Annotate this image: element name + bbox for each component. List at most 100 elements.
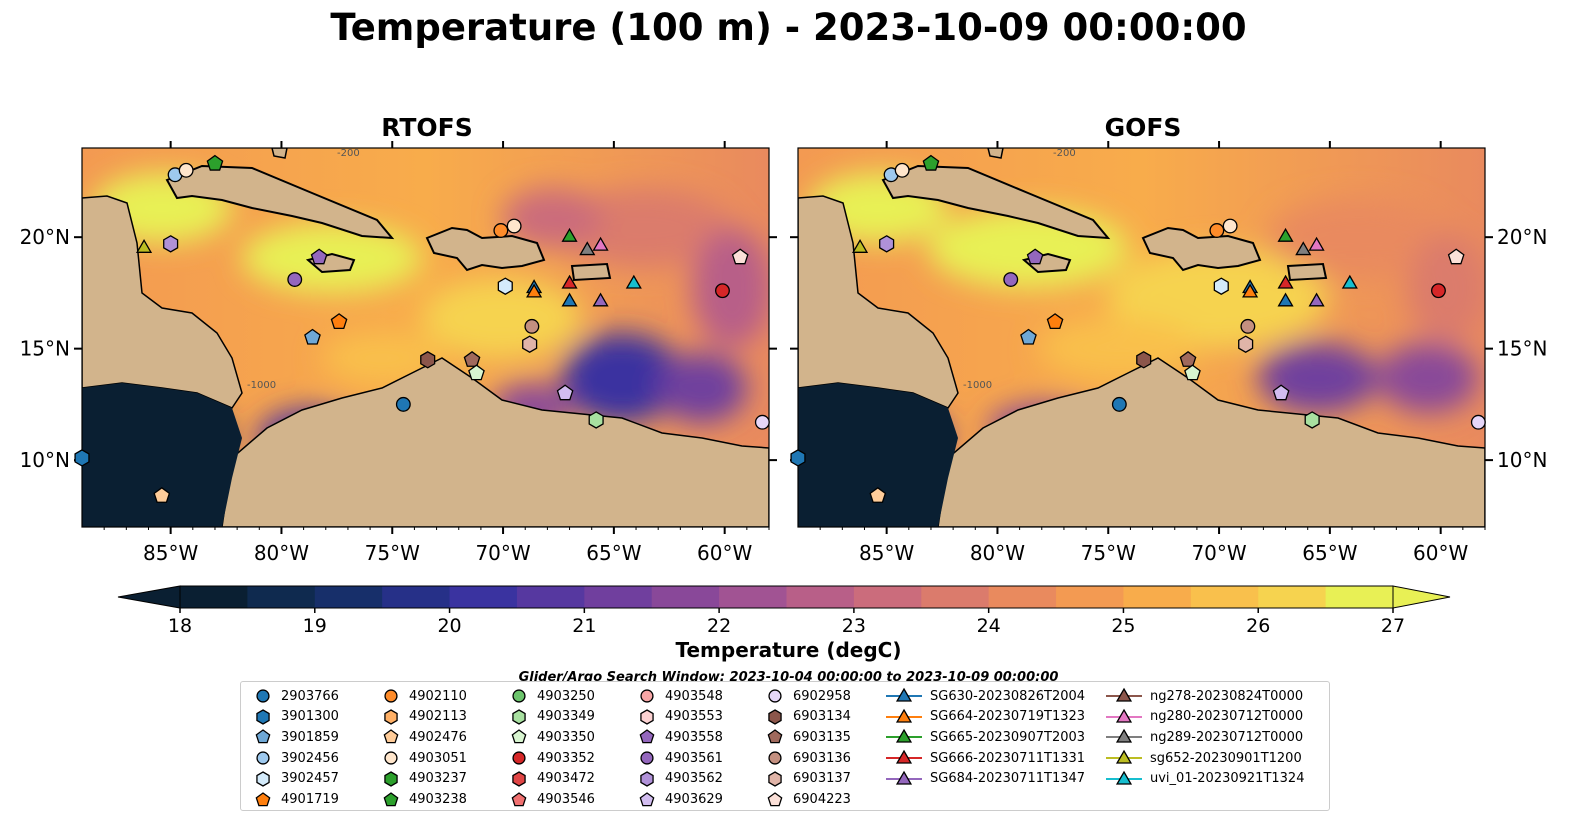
legend-label: 4903349 [537, 709, 595, 725]
legend-marker [767, 729, 783, 744]
map-marker-4903349 [588, 411, 604, 429]
map-marker-4903558 [310, 248, 328, 265]
legend-marker [383, 791, 399, 806]
legend-label: 2903766 [281, 688, 339, 704]
contour-label: -1000 [247, 380, 276, 391]
legend-entry: SG666-20230711T1331 [886, 748, 1085, 768]
legend-marker [256, 689, 270, 703]
map-marker-6903135 [463, 350, 481, 367]
legend-entry: SG665-20230907T2003 [886, 727, 1085, 747]
colorbar-segment [314, 586, 383, 608]
legend-marker-icon [886, 729, 922, 744]
legend-marker [767, 791, 783, 806]
legend-label: ng289-20230712T0000 [1150, 729, 1304, 745]
legend-marker-icon [512, 689, 526, 703]
markers-layer [74, 154, 1486, 503]
map-marker-3902457 [497, 277, 513, 295]
legend-marker [1115, 729, 1133, 744]
map-marker-SG666-20230711T1331 [561, 274, 578, 289]
legend-marker [1115, 770, 1133, 785]
legend-marker [384, 771, 398, 787]
legend-entry: 3902457 [253, 769, 339, 789]
legend-marker [512, 689, 526, 703]
colorbar-segment [786, 586, 855, 608]
legend-marker-icon [639, 791, 655, 806]
colorbar-extend-high [1392, 585, 1451, 609]
colorbar-segment [1325, 586, 1394, 608]
legend-marker-icon [639, 729, 655, 744]
legend: 2903766 3901300 3901859 3902456 3902457 49017… [240, 681, 1330, 811]
y-tick-label: 15°N [20, 337, 70, 361]
map-marker-4903629 [556, 384, 574, 401]
legend-label: SG684-20230711T1347 [930, 771, 1086, 787]
legend-marker-icon [511, 729, 527, 744]
legend-marker-icon [640, 689, 654, 703]
legend-label: 4901719 [281, 792, 339, 807]
legend-marker-icon [256, 689, 270, 703]
x-tick-label: 85°W [143, 541, 198, 565]
map-marker-SG630-20230826T2004 [561, 292, 578, 307]
legend-label: 3901300 [281, 709, 339, 725]
legend-marker [511, 791, 527, 806]
legend-marker [384, 751, 398, 765]
map-marker-SG665-20230907T2003 [561, 227, 578, 242]
legend-entry: ng289-20230712T0000 [1106, 727, 1303, 747]
legend-marker-icon [1106, 687, 1142, 702]
legend-marker-icon [768, 689, 782, 703]
map-marker-4903350 [468, 364, 485, 381]
legend-marker [255, 729, 271, 744]
x-tick-label: 80°W [970, 541, 1025, 565]
legend-entry: 4903553 [637, 707, 723, 727]
map-marker-6903136 [1240, 318, 1256, 334]
x-tick-label: 85°W [859, 541, 914, 565]
map-marker-uvi_01-20230921T1324 [625, 274, 642, 289]
map-marker-4903558 [1026, 248, 1044, 265]
map-marker-4903051 [506, 218, 522, 234]
map-marker-2903766 [1111, 396, 1127, 412]
colorbar-tick-label: 19 [303, 615, 327, 637]
legend-marker [768, 751, 782, 765]
legend-entry: 4903546 [509, 790, 595, 810]
legend-label: 4903546 [537, 792, 595, 807]
legend-marker [512, 708, 526, 725]
map-marker-4903561 [1003, 272, 1019, 287]
x-tick-label: 80°W [254, 541, 309, 565]
map-marker-4901719 [1046, 313, 1064, 330]
legend-marker-icon [640, 708, 654, 725]
y-tick-label: 20°N [1497, 225, 1547, 249]
x-tick-label: 65°W [586, 541, 641, 565]
legend-marker-icon [767, 729, 783, 744]
legend-marker-icon [1106, 770, 1142, 785]
x-tick-label: 60°W [697, 541, 752, 565]
map-marker-SG665-20230907T2003 [1277, 227, 1294, 242]
legend-marker [640, 751, 654, 765]
legend-label: ng278-20230824T0000 [1150, 688, 1304, 704]
legend-label: SG630-20230826T2004 [930, 688, 1086, 704]
legend-entry: 4903561 [637, 748, 723, 768]
map-marker-4903051 [1222, 218, 1238, 234]
legend-marker [768, 708, 782, 725]
colorbar-tick-label: 26 [1246, 615, 1270, 637]
map-marker-6903135 [1179, 350, 1197, 367]
map-marker-4903562 [163, 235, 179, 253]
colorbar-segment [449, 586, 518, 608]
legend-entry: 4903349 [509, 707, 595, 727]
legend-entry: 4901719 [253, 790, 339, 810]
legend-marker [768, 771, 782, 787]
map-marker-4903562 [879, 235, 895, 253]
contour-label: -200 [337, 148, 360, 159]
colorbar-label: Temperature (degC) [675, 638, 902, 662]
colorbar-segment [1190, 586, 1259, 608]
colorbar-tick-label: 25 [1111, 615, 1135, 637]
colorbar-segment [1123, 586, 1192, 608]
legend-label: ng280-20230712T0000 [1150, 709, 1304, 725]
legend-marker-icon [256, 751, 270, 765]
legend-marker [895, 749, 913, 764]
map-marker-ng289-20230712T0000 [579, 241, 596, 256]
map-marker-4901719 [330, 313, 348, 330]
legend-marker-icon [384, 771, 398, 787]
map-marker-4903350 [1184, 364, 1201, 381]
map-marker-ng289-20230712T0000 [1295, 241, 1312, 256]
legend-label: 6902958 [793, 688, 851, 704]
y-tick-label: 20°N [20, 225, 70, 249]
